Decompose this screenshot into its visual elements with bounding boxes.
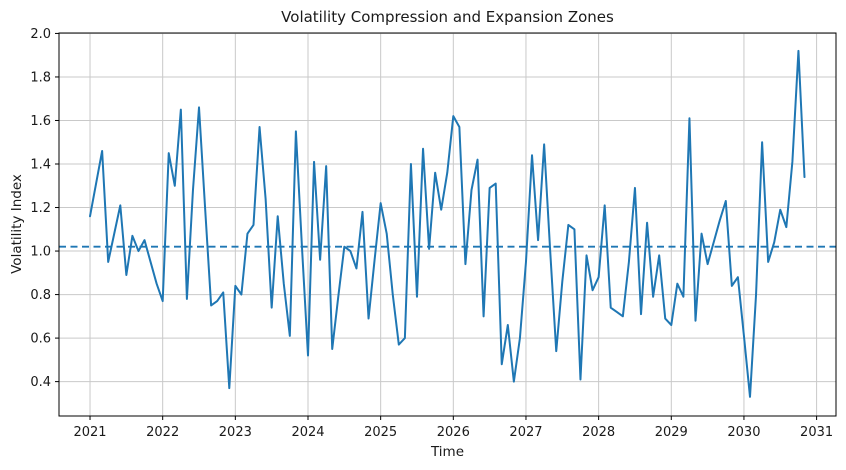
y-tick-label: 0.4	[30, 375, 51, 390]
x-tick-label: 2021	[73, 425, 106, 440]
y-tick-label: 1.2	[30, 201, 51, 216]
x-tick-label: 2022	[146, 425, 179, 440]
x-axis-label: Time	[430, 444, 465, 460]
plot-border	[58, 32, 837, 417]
y-tick-label: 1.4	[30, 158, 51, 173]
y-tick-label: 1.0	[30, 245, 51, 260]
chart-title: Volatility Compression and Expansion Zon…	[281, 8, 614, 26]
y-tick-label: 1.8	[30, 70, 51, 85]
volatility-line	[89, 49, 806, 398]
x-tick-label: 2023	[219, 425, 252, 440]
x-tick-label: 2029	[655, 425, 688, 440]
x-tick-label: 2027	[509, 425, 542, 440]
x-tick-label: 2028	[582, 425, 615, 440]
x-tick-label: 2031	[800, 425, 833, 440]
y-tick-label: 0.6	[30, 332, 51, 347]
x-tick-label: 2030	[727, 425, 760, 440]
x-tick-label: 2026	[437, 425, 470, 440]
y-tick-label: 2.0	[30, 27, 51, 42]
y-tick-label: 1.6	[30, 114, 51, 129]
x-tick-label: 2024	[291, 425, 324, 440]
y-tick-label: 0.8	[30, 288, 51, 303]
x-tick-label: 2025	[364, 425, 397, 440]
